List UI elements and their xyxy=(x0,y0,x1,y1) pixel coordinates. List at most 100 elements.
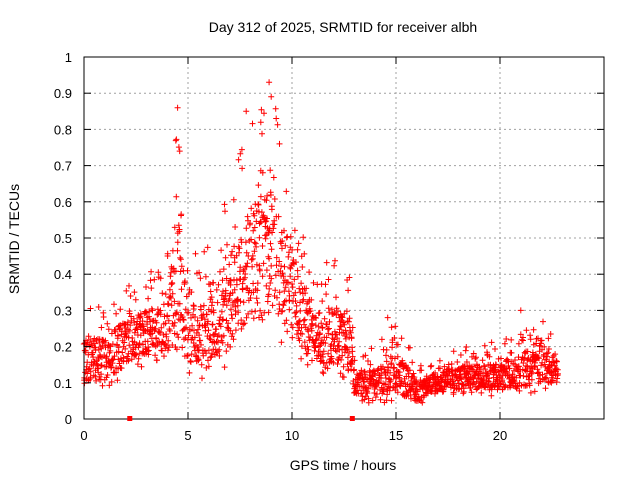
data-point xyxy=(180,317,187,323)
data-point xyxy=(365,358,371,364)
data-point xyxy=(221,201,228,208)
data-point xyxy=(199,314,206,321)
data-point xyxy=(214,299,221,306)
data-point xyxy=(165,317,172,324)
data-point xyxy=(275,213,282,220)
data-point xyxy=(324,365,331,372)
data-point xyxy=(368,345,375,352)
data-point xyxy=(159,290,166,297)
data-point xyxy=(178,211,185,218)
data-point xyxy=(545,346,552,352)
data-point xyxy=(200,352,207,359)
data-point xyxy=(205,318,211,325)
data-point xyxy=(267,240,274,247)
data-point xyxy=(85,333,92,340)
data-point xyxy=(100,314,107,320)
data-point xyxy=(228,252,234,259)
data-point xyxy=(343,331,350,338)
data-point xyxy=(167,327,173,334)
data-point xyxy=(542,385,549,392)
data-point xyxy=(292,298,299,304)
data-point xyxy=(263,267,270,274)
data-point xyxy=(283,188,290,195)
data-point xyxy=(535,369,542,376)
data-point xyxy=(243,108,250,115)
data-point xyxy=(304,343,311,350)
data-point xyxy=(207,281,214,288)
data-point xyxy=(502,368,509,375)
data-point xyxy=(192,342,199,349)
data-point xyxy=(229,248,236,255)
data-point xyxy=(161,353,167,360)
data-point xyxy=(147,277,154,284)
data-point xyxy=(157,275,164,282)
data-point xyxy=(333,331,340,338)
data-point xyxy=(201,248,208,255)
data-point xyxy=(143,284,149,290)
data-point xyxy=(268,262,275,269)
data-point xyxy=(346,350,352,356)
data-point xyxy=(317,358,324,365)
y-tick-label: 0.3 xyxy=(54,303,72,318)
data-point xyxy=(272,272,279,279)
data-point xyxy=(245,310,252,317)
data-point xyxy=(361,396,368,403)
data-point xyxy=(177,256,184,263)
x-tick-label: 15 xyxy=(389,428,403,443)
data-point xyxy=(520,360,527,366)
data-point xyxy=(162,320,169,327)
data-point xyxy=(312,322,319,329)
data-point xyxy=(248,236,255,243)
data-point xyxy=(316,309,323,316)
data-point xyxy=(199,375,205,382)
data-point xyxy=(396,372,403,379)
data-point xyxy=(340,374,347,381)
data-point xyxy=(367,361,374,368)
data-point xyxy=(183,324,190,331)
data-point xyxy=(172,137,179,144)
data-point xyxy=(251,248,258,255)
data-point xyxy=(188,314,194,321)
data-point xyxy=(127,322,134,329)
data-point xyxy=(260,260,267,267)
data-point xyxy=(340,363,347,370)
data-point xyxy=(552,351,559,358)
data-point xyxy=(264,298,271,305)
data-point xyxy=(267,280,274,286)
data-point xyxy=(167,269,174,276)
data-point xyxy=(184,267,191,274)
data-point xyxy=(279,307,286,314)
data-point xyxy=(349,324,356,331)
data-point xyxy=(237,264,244,271)
data-point xyxy=(113,310,120,317)
data-point xyxy=(336,338,343,345)
data-point xyxy=(157,311,164,318)
data-point xyxy=(255,201,262,208)
data-point xyxy=(287,265,294,272)
data-point xyxy=(153,335,160,342)
data-point xyxy=(292,313,299,320)
data-point xyxy=(238,146,245,153)
data-point xyxy=(506,365,513,372)
data-point xyxy=(279,245,285,252)
data-point xyxy=(286,306,293,313)
y-tick-label: 0 xyxy=(65,412,72,427)
data-point xyxy=(394,353,401,360)
data-point xyxy=(152,352,159,359)
data-point xyxy=(492,367,499,374)
data-point xyxy=(259,243,266,249)
data-point xyxy=(281,298,288,305)
data-point xyxy=(195,357,202,364)
data-point xyxy=(213,326,220,333)
data-point xyxy=(266,255,273,262)
data-point xyxy=(220,266,227,273)
data-point xyxy=(136,340,143,347)
data-point xyxy=(323,259,330,266)
data-point xyxy=(326,318,333,325)
data-point xyxy=(322,340,329,347)
data-point xyxy=(209,321,216,328)
data-point xyxy=(165,344,172,351)
data-point xyxy=(320,370,327,377)
data-point xyxy=(384,314,391,321)
data-point xyxy=(250,227,257,234)
